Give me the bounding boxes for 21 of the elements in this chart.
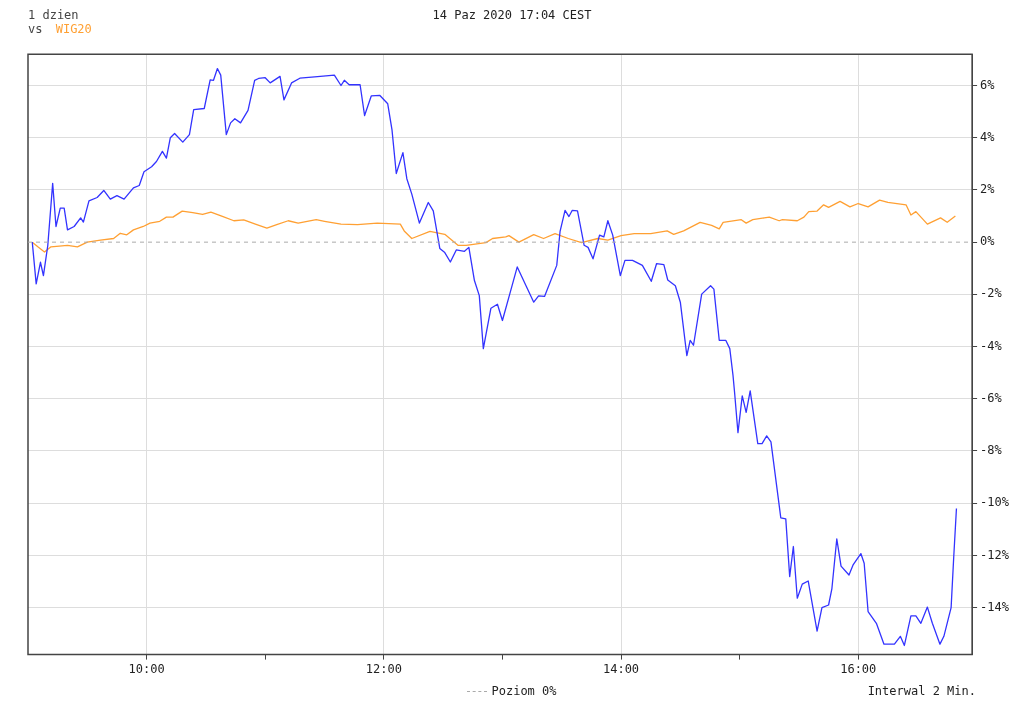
legend-label: Poziom 0% (491, 684, 557, 698)
y-tick-label: 2% (980, 182, 996, 197)
x-tick-label: 10:00 (128, 661, 165, 676)
y-tick-label: -2% (980, 286, 1003, 301)
y-tick-label: -12% (980, 547, 1010, 562)
y-tick-label: 0% (980, 234, 996, 249)
text: WIG20 (55, 22, 92, 36)
text: Interwal 2 Min. (867, 684, 976, 698)
y-tick-label: 4% (980, 129, 996, 144)
y-tick-label: -10% (980, 495, 1010, 510)
x-tick-label: 12:00 (365, 661, 402, 676)
y-tick-label: -4% (980, 338, 1003, 353)
y-tick-label: -8% (980, 443, 1003, 458)
x-tick-label: 16:00 (840, 661, 877, 676)
chart-title: 1 dzien (28, 8, 79, 22)
text: vs (28, 22, 43, 36)
y-tick-label: 6% (980, 77, 996, 92)
y-tick-label: -14% (980, 599, 1010, 614)
x-tick-label: 14:00 (602, 661, 640, 676)
chart-subtitle: 14 Paz 2020 17:04 CEST (432, 8, 592, 22)
y-tick-label: -6% (980, 390, 1003, 405)
